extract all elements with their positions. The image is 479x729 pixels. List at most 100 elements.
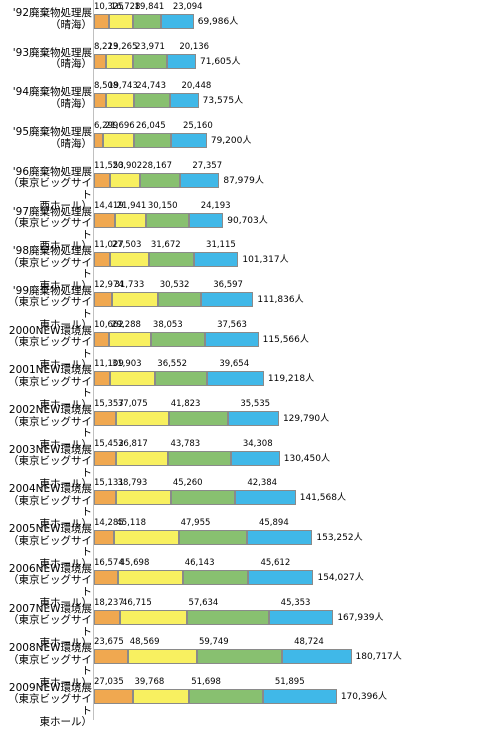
data-label: 34,308 — [242, 438, 273, 449]
data-label: 15,452 — [94, 438, 124, 449]
bar-segment — [127, 649, 197, 665]
bar-segment — [105, 53, 134, 69]
category-label: 2002NEW環境展 （東京ビッグサイト 東ホール） — [2, 404, 92, 451]
data-label: 36,817 — [118, 438, 148, 449]
data-label: 45,894 — [258, 518, 289, 529]
bar-segment — [94, 569, 118, 585]
bar-segment — [115, 411, 169, 426]
category-label: '94廃棄物処理展 （晴海） — [2, 87, 92, 110]
category-label-line: （東京ビッグサイト — [8, 415, 92, 439]
data-label: 23,971 — [135, 41, 165, 52]
data-label: 57,634 — [188, 597, 219, 608]
category-label-line: （東京ビッグサイト — [8, 653, 92, 678]
data-label: 48,724 — [294, 637, 324, 648]
category-label-line: 東ホール） — [39, 319, 93, 332]
category-label-line: （晴海） — [50, 137, 92, 150]
data-label: 31,115 — [206, 240, 236, 251]
category-label-line: （東京ビッグサイト — [8, 693, 92, 717]
category-label-line: 東ホール） — [39, 637, 93, 649]
category-label-line: （東京ビッグサイト — [8, 256, 92, 281]
bar-segment — [182, 569, 249, 585]
category-label: 2005NEW環境展 （東京ビッグサイト 東ホール） — [2, 524, 92, 570]
category-label-line: '99廃棄物処理展 — [12, 284, 92, 297]
bar-segment — [94, 133, 103, 149]
data-label: 31,903 — [111, 359, 142, 370]
bar-segment — [94, 291, 113, 307]
data-label: 45,698 — [119, 557, 150, 568]
data-label: 45,612 — [260, 557, 291, 568]
data-label: 10,325 — [94, 2, 124, 12]
bar-segment — [106, 93, 135, 109]
data-label: 30,150 — [147, 200, 178, 211]
category-label-line: '93廃棄物処理展 — [12, 46, 92, 59]
category-label: '95廃棄物処理展 （晴海） — [2, 127, 92, 150]
bar-segment — [94, 490, 116, 506]
category-label-line: '94廃棄物処理展 — [12, 86, 92, 99]
data-label: 37,075 — [117, 399, 148, 409]
bar-segment — [116, 450, 169, 466]
data-label: 8,223 — [94, 41, 119, 52]
data-label: 27,503 — [111, 240, 142, 251]
bar-segment — [109, 331, 151, 347]
data-label: 18,237 — [94, 597, 124, 608]
bar-segment — [207, 371, 264, 387]
category-label-line: （晴海） — [50, 58, 92, 71]
data-label: 28,167 — [142, 160, 172, 171]
bar-segment — [94, 53, 106, 69]
bar-segment — [160, 14, 194, 29]
bar-segment — [133, 53, 168, 69]
data-label: 38,793 — [117, 478, 148, 489]
total-label: 73,575人 — [202, 96, 244, 107]
data-label: 36,552 — [157, 359, 188, 370]
data-label: 43,783 — [170, 438, 201, 449]
category-label: '93廃棄物処理展 （晴海） — [2, 46, 92, 71]
bar-segment — [132, 14, 161, 29]
bar-segment — [167, 53, 197, 69]
data-label: 16,574 — [94, 557, 124, 568]
category-label-line: （東京ビッグサイト — [8, 534, 92, 559]
bar-segment — [262, 688, 337, 704]
bar-segment — [133, 133, 171, 149]
total-label: 71,605人 — [200, 56, 241, 67]
bar-segment — [170, 490, 236, 506]
category-label-line: 西ホール） — [39, 240, 93, 252]
total-label: 87,979人 — [223, 175, 264, 186]
total-label: 129,790人 — [282, 414, 330, 424]
category-label: 2004NEW環境展 （東京ビッグサイト 東ホール） — [2, 484, 92, 530]
bar-segment — [180, 172, 220, 188]
bar-segment — [235, 490, 296, 506]
data-label: 11,109 — [94, 359, 124, 370]
category-label-line: 2000NEW環境展 — [8, 324, 92, 337]
category-label-line: 東ホール） — [39, 398, 93, 411]
category-label-line: （東京ビッグサイト — [8, 455, 92, 479]
bar-segment — [140, 172, 181, 188]
category-label-line: 西ホール） — [39, 200, 93, 213]
data-label: 46,715 — [121, 597, 152, 608]
total-label: 180,717人 — [355, 652, 402, 663]
category-label: '92廃棄物処理展 （晴海） — [2, 7, 92, 31]
data-label: 27,035 — [94, 676, 124, 687]
bar-segment — [230, 450, 280, 466]
data-label: 39,768 — [134, 676, 165, 687]
category-label-line: 2005NEW環境展 — [8, 523, 92, 536]
category-label-line: 2009NEW環境展 — [8, 681, 92, 694]
total-label: 101,317人 — [242, 255, 289, 266]
data-label: 45,118 — [116, 518, 147, 529]
data-label: 14,419 — [94, 200, 124, 211]
data-label: 46,143 — [184, 557, 215, 568]
data-label: 39,654 — [219, 359, 250, 370]
bar-segment — [94, 14, 109, 29]
data-label: 21,696 — [104, 121, 135, 132]
category-label-line: （東京ビッグサイト — [8, 574, 92, 598]
total-label: 141,568人 — [299, 493, 346, 504]
category-label: 2008NEW環境展 （東京ビッグサイト 東ホール） — [2, 643, 92, 689]
category-label-line: 2001NEW環境展 — [8, 364, 92, 377]
data-label: 36,597 — [213, 279, 243, 290]
bar-segment — [108, 14, 133, 29]
category-label-line: （東京ビッグサイト — [8, 336, 92, 360]
category-label-line: （東京ビッグサイト — [8, 494, 92, 519]
total-label: 111,836人 — [257, 294, 304, 305]
data-label: 31,672 — [150, 240, 181, 251]
category-label-line: 東ホール） — [39, 716, 93, 729]
